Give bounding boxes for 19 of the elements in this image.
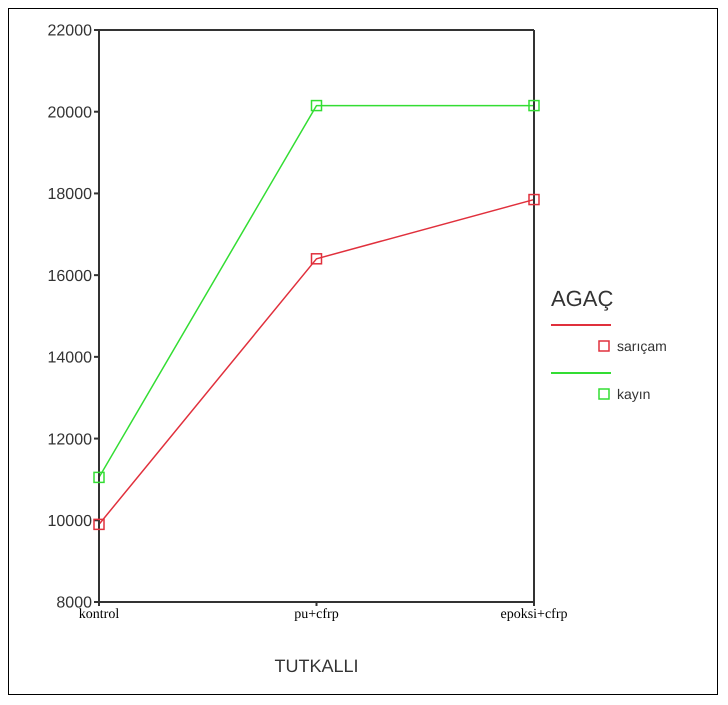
- legend-label: kayın: [617, 384, 650, 404]
- legend-label: sarıçam: [617, 336, 667, 356]
- point: [310, 253, 322, 265]
- point: [93, 518, 105, 530]
- x-tick-label: epoksi+cfrp: [500, 606, 568, 622]
- point: [528, 100, 540, 112]
- x-axis-title: TUTKALLI: [274, 656, 359, 676]
- y-tick-label: 12000: [48, 431, 92, 448]
- y-tick-label: 20000: [48, 104, 92, 122]
- y-tick-label: 10000: [48, 512, 92, 530]
- y-tick-label: 22000: [48, 22, 92, 40]
- y-tick-label: 16000: [48, 268, 92, 285]
- y-tick-label: 18000: [48, 186, 92, 204]
- x-tick-label: pu+cfrp: [294, 606, 339, 622]
- legend-title: AGAÇ: [551, 286, 614, 312]
- point: [528, 194, 540, 206]
- point: [93, 472, 105, 484]
- y-tick-label: 14000: [48, 350, 92, 367]
- point: [310, 100, 322, 112]
